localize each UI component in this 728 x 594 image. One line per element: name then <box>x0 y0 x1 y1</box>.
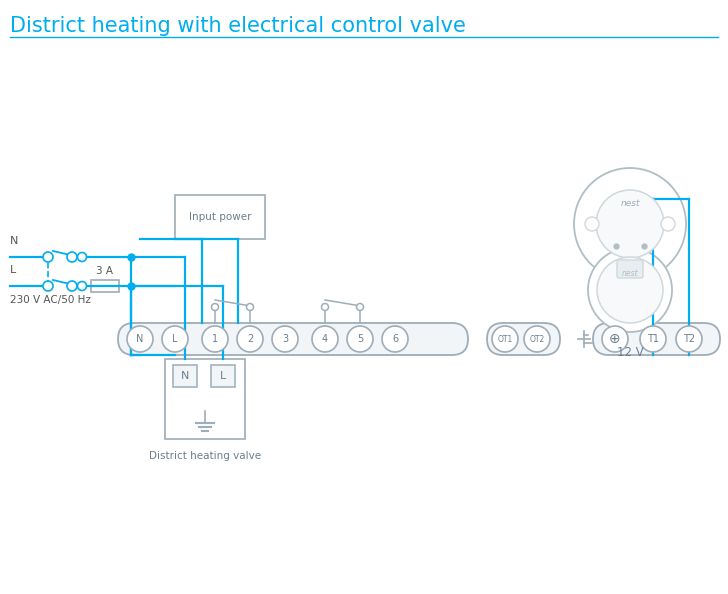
FancyBboxPatch shape <box>593 323 720 355</box>
Circle shape <box>43 252 53 262</box>
Circle shape <box>597 257 663 323</box>
Circle shape <box>588 248 672 332</box>
Circle shape <box>127 326 153 352</box>
Circle shape <box>247 304 253 311</box>
Text: ⊕: ⊕ <box>609 332 621 346</box>
Circle shape <box>347 326 373 352</box>
FancyBboxPatch shape <box>487 323 560 355</box>
Text: N: N <box>181 371 189 381</box>
Circle shape <box>77 282 87 290</box>
FancyBboxPatch shape <box>91 280 119 292</box>
FancyBboxPatch shape <box>118 323 468 355</box>
Text: 4: 4 <box>322 334 328 344</box>
Circle shape <box>77 252 87 261</box>
Text: 12 V: 12 V <box>617 346 644 359</box>
Circle shape <box>322 304 328 311</box>
Circle shape <box>202 326 228 352</box>
Circle shape <box>67 281 77 291</box>
Text: L: L <box>10 265 16 275</box>
Circle shape <box>524 326 550 352</box>
Text: 2: 2 <box>247 334 253 344</box>
Text: District heating with electrical control valve: District heating with electrical control… <box>10 16 466 36</box>
Circle shape <box>237 326 263 352</box>
FancyBboxPatch shape <box>173 365 197 387</box>
Circle shape <box>574 168 686 280</box>
Text: 1: 1 <box>212 334 218 344</box>
Text: L: L <box>173 334 178 344</box>
Circle shape <box>382 326 408 352</box>
FancyBboxPatch shape <box>175 195 265 239</box>
Circle shape <box>212 304 218 311</box>
Circle shape <box>640 326 666 352</box>
Circle shape <box>162 326 188 352</box>
Circle shape <box>676 326 702 352</box>
Circle shape <box>661 217 675 231</box>
Text: Input power: Input power <box>189 212 251 222</box>
Text: 3: 3 <box>282 334 288 344</box>
Text: N: N <box>10 236 18 246</box>
Text: District heating valve: District heating valve <box>149 451 261 461</box>
Text: T1: T1 <box>647 334 659 344</box>
Text: nest: nest <box>620 200 640 208</box>
Text: L: L <box>220 371 226 381</box>
Text: OT1: OT1 <box>497 334 513 343</box>
FancyBboxPatch shape <box>211 365 235 387</box>
Text: 6: 6 <box>392 334 398 344</box>
Circle shape <box>67 252 77 262</box>
Text: 230 V AC/50 Hz: 230 V AC/50 Hz <box>10 295 91 305</box>
Circle shape <box>492 326 518 352</box>
Text: nest: nest <box>622 270 638 279</box>
Text: T2: T2 <box>683 334 695 344</box>
Text: 3 A: 3 A <box>97 266 114 276</box>
Circle shape <box>585 217 599 231</box>
Text: OT2: OT2 <box>529 334 545 343</box>
Circle shape <box>272 326 298 352</box>
Circle shape <box>312 326 338 352</box>
Circle shape <box>596 190 664 258</box>
Circle shape <box>602 326 628 352</box>
Text: 5: 5 <box>357 334 363 344</box>
Text: N: N <box>136 334 143 344</box>
FancyBboxPatch shape <box>165 359 245 439</box>
Circle shape <box>357 304 363 311</box>
Circle shape <box>43 281 53 291</box>
FancyBboxPatch shape <box>617 260 643 278</box>
